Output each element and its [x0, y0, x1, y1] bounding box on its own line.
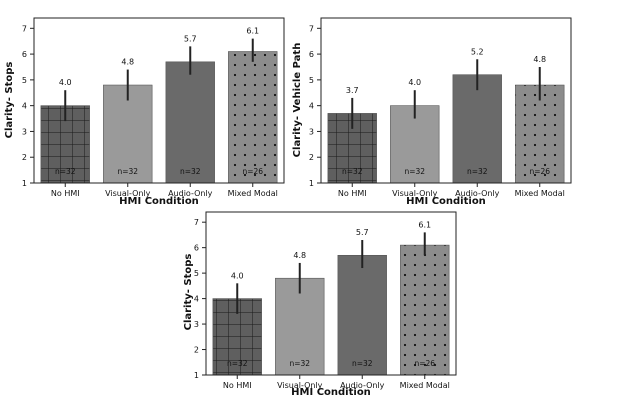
x-axis-label: HMI Condition — [406, 196, 486, 207]
y-tick-label: 1 — [194, 371, 199, 380]
x-axis-label: HMI Condition — [291, 387, 371, 398]
n-label: n=26 — [414, 359, 435, 368]
value-label: 4.8 — [533, 55, 546, 64]
x-tick-label: No HMI — [338, 189, 367, 198]
n-label: n=32 — [117, 167, 138, 176]
x-axis-label: HMI Condition — [119, 196, 199, 207]
y-axis-label: Clarity- Vehicle Path — [292, 43, 303, 158]
value-label: 5.7 — [356, 228, 369, 237]
value-label: 4.0 — [59, 78, 72, 87]
y-tick-label: 1 — [22, 179, 27, 188]
chart-clarity-stops-top: 1 2 3 4 5 6 7 4.0 n=32 No HMI 4.8 n=32 Visual-Only 5.… — [4, 17, 285, 207]
value-label: 4.8 — [121, 58, 134, 67]
value-label: 4.0 — [231, 271, 244, 280]
y-tick-label: 6 — [22, 50, 27, 59]
y-tick-label: 7 — [194, 218, 199, 227]
x-tick-label: Mixed Modal — [228, 189, 278, 198]
y-tick-label: 2 — [194, 346, 199, 355]
chart-clarity-vehicle-path: 1 2 3 4 5 6 7 3.7 n=32 No HMI 4.0 n=32 Visual-Only 5.… — [292, 17, 572, 207]
y-tick-label: 5 — [194, 269, 199, 278]
plot-frame — [205, 211, 457, 376]
x-tick-label: Mixed Modal — [515, 189, 565, 198]
y-tick-label: 2 — [22, 153, 27, 162]
bar — [165, 61, 215, 184]
y-axis-label: Clarity- Stops — [183, 254, 194, 331]
x-tick-label: Audio-Only — [455, 189, 500, 198]
n-label: n=32 — [55, 167, 76, 176]
y-tick-label: 4 — [22, 102, 27, 111]
x-tick-label: Audio-Only — [340, 381, 385, 390]
chart-clarity-stops-bottom: 1 2 3 4 5 6 7 4.0 n=32 No HMI 4.8 n=32 Visual-Only 5.… — [183, 211, 457, 398]
n-label: n=26 — [242, 167, 263, 176]
value-label: 5.2 — [471, 47, 484, 56]
x-tick-label: No HMI — [51, 189, 80, 198]
y-tick-label: 1 — [309, 179, 314, 188]
value-label: 3.7 — [346, 86, 359, 95]
x-tick-label: Visual-Only — [277, 381, 323, 390]
value-label: 6.1 — [418, 220, 431, 229]
value-label: 6.1 — [246, 27, 259, 36]
bar — [228, 51, 278, 184]
bar — [452, 74, 502, 184]
y-tick-label: 4 — [309, 102, 314, 111]
value-label: 5.7 — [184, 34, 197, 43]
n-label: n=32 — [342, 167, 363, 176]
n-label: n=26 — [529, 167, 550, 176]
y-tick-label: 7 — [22, 24, 27, 33]
plot-frame — [320, 17, 572, 184]
y-tick-label: 6 — [194, 244, 199, 253]
n-label: n=32 — [227, 359, 248, 368]
n-label: n=32 — [467, 167, 488, 176]
bar — [275, 277, 325, 376]
y-tick-label: 3 — [194, 320, 199, 329]
x-tick-label: Mixed Modal — [400, 381, 450, 390]
n-label: n=32 — [404, 167, 425, 176]
y-tick-label: 3 — [309, 127, 314, 136]
y-tick-label: 4 — [194, 295, 199, 304]
y-tick-label: 7 — [309, 24, 314, 33]
value-label: 4.0 — [408, 78, 421, 87]
y-tick-label: 5 — [22, 76, 27, 85]
n-label: n=32 — [289, 359, 310, 368]
n-label: n=32 — [352, 359, 373, 368]
value-label: 4.8 — [293, 251, 306, 260]
y-tick-label: 2 — [309, 153, 314, 162]
y-tick-label: 3 — [22, 127, 27, 136]
y-tick-label: 6 — [309, 50, 314, 59]
y-tick-label: 5 — [309, 76, 314, 85]
x-tick-label: No HMI — [223, 381, 252, 390]
x-tick-label: Visual-Only — [392, 189, 438, 198]
n-label: n=32 — [180, 167, 201, 176]
x-tick-label: Visual-Only — [105, 189, 151, 198]
bar — [337, 254, 387, 376]
plot-frame — [33, 17, 285, 184]
y-axis-label: Clarity- Stops — [4, 62, 15, 139]
x-tick-label: Audio-Only — [168, 189, 213, 198]
bar — [400, 244, 450, 376]
